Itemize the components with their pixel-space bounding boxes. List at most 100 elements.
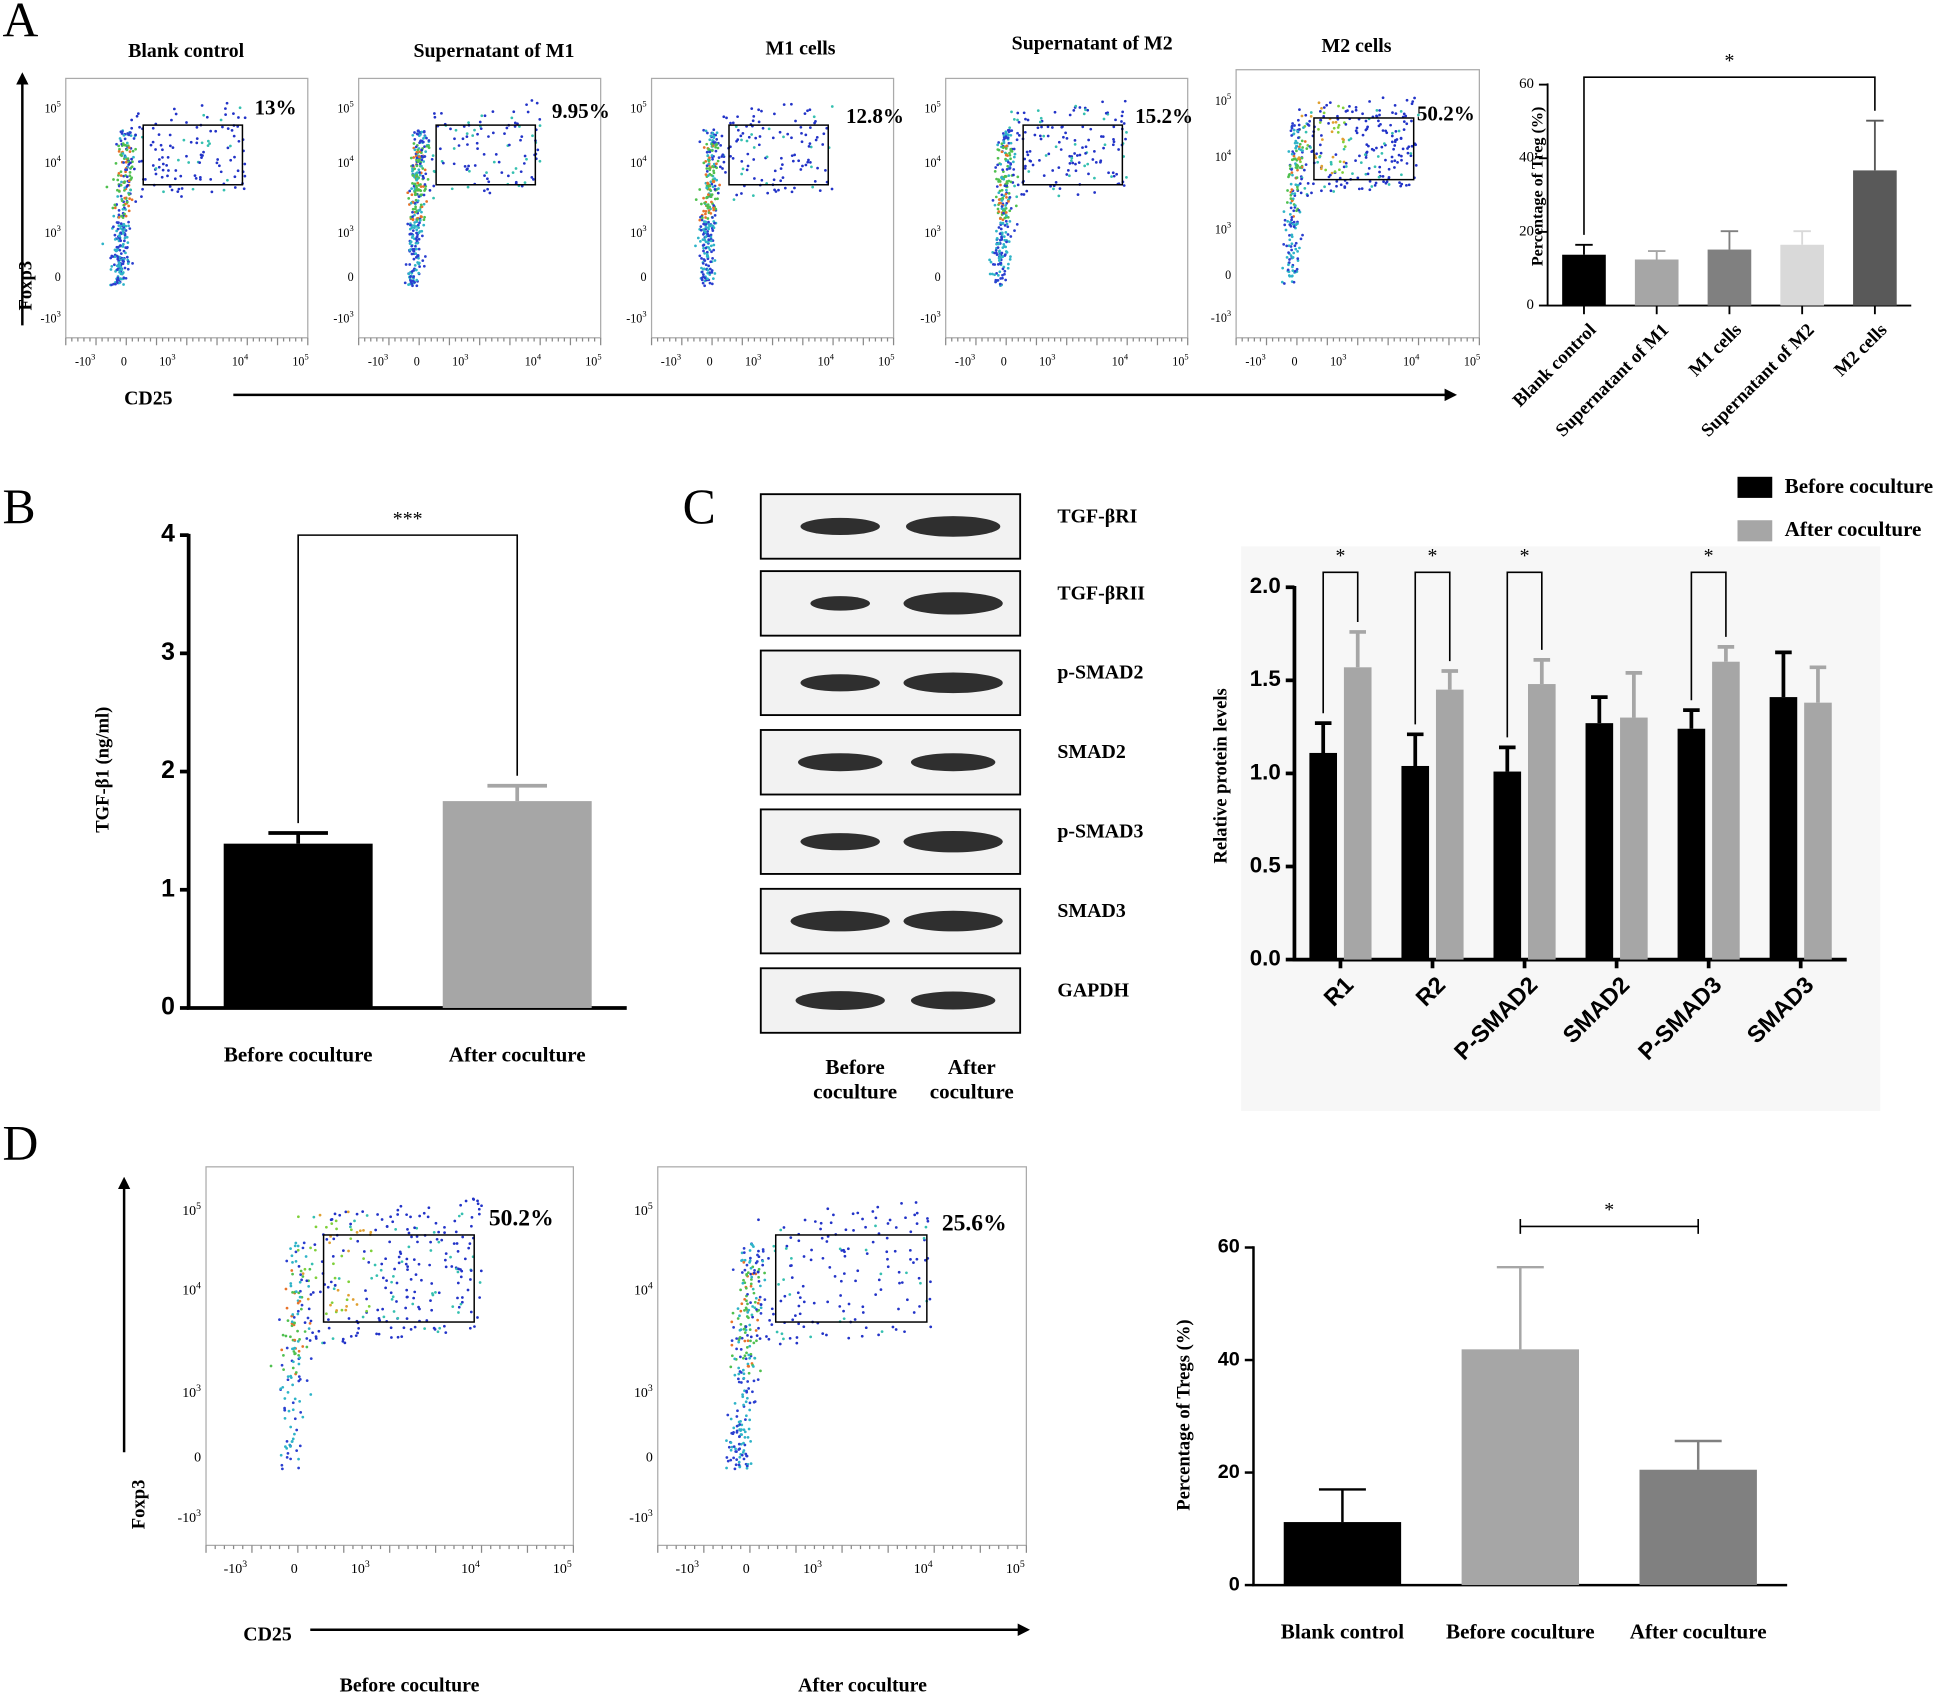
event-dot [443,1225,446,1229]
event-dot [1392,147,1395,151]
event-dot [874,1293,878,1296]
event-dot [376,1308,380,1312]
event-dot [1099,160,1102,164]
event-dot [734,1450,738,1453]
bar [1780,244,1824,306]
tick-base: 10 [1172,354,1184,368]
event-dot [417,1262,421,1266]
event-dot [302,1241,306,1245]
event-dot [739,1328,743,1332]
event-dot [414,207,417,211]
event-dot [131,149,135,153]
event-dot [1290,192,1294,195]
event-dot [999,227,1003,231]
error-bar [1496,1265,1544,1350]
event-dot [852,1228,855,1232]
event-dot [1361,112,1364,116]
event-dot [351,1298,355,1301]
event-dot [407,1231,411,1235]
event-dot [314,1276,318,1280]
event-dot [1318,110,1322,113]
event-dot [714,207,718,211]
event-dot [200,104,204,107]
event-dot [763,1278,767,1282]
event-dot [804,133,808,137]
event-dot [1400,154,1403,158]
event-dot [243,116,247,120]
event-dot [349,1222,352,1226]
event-dot [309,1319,313,1323]
caption: After coculture [798,1674,927,1696]
event-dot [725,116,728,120]
event-dot [215,161,219,165]
event-dot [714,145,717,149]
x-tick-label: Before coculture [223,1042,373,1067]
event-dot [224,107,227,110]
event-dot [1335,179,1339,183]
event-dot [209,129,213,133]
event-dot [443,1231,446,1234]
event-dot [1023,167,1027,170]
event-dot [117,190,121,193]
event-dot [706,193,710,197]
event-dot [429,1299,432,1302]
event-dot [847,1302,851,1306]
event-dot [416,148,420,152]
event-dot [745,1389,748,1393]
event-dot [1007,191,1011,195]
event-dot [1073,143,1077,146]
significance-label: * [1335,545,1345,567]
event-dot [1314,156,1318,160]
event-dot [1295,209,1298,213]
event-dot [1318,121,1322,124]
event-dot [340,1308,344,1312]
event-dot [1023,157,1027,161]
event-dot [406,1227,409,1231]
event-dot [917,1276,921,1280]
event-dot [753,177,756,180]
event-dot [305,1345,309,1349]
event-dot [1073,138,1077,142]
event-dot [998,232,1002,236]
event-dot [479,127,483,131]
event-dot [819,1227,822,1231]
event-dot [729,1365,733,1369]
event-dot [1068,174,1071,178]
panel-label: B [2,479,35,534]
x-tick-label: Blank control [1281,1620,1404,1644]
event-dot [216,158,220,161]
event-dot [830,105,834,108]
event-dot [122,283,125,286]
event-dot [189,140,193,144]
event-dot [1013,152,1017,156]
event-dot [332,1262,335,1266]
event-dot [361,1210,365,1213]
event-dot [470,1224,473,1228]
event-dot [390,1297,394,1301]
event-dot [825,1240,829,1243]
event-dot [1294,139,1298,143]
event-dot [812,115,816,119]
tick-exponent: 4 [475,1559,480,1570]
event-dot [279,1453,283,1457]
event-dot [767,1337,771,1341]
event-dot [117,261,121,264]
event-dot [342,1249,345,1252]
event-dot [444,1252,448,1255]
tick-base: 10 [914,1562,928,1577]
event-dot [514,181,518,185]
event-dot [1292,225,1296,229]
event-dot [173,177,177,181]
event-dot [745,1273,749,1277]
error-bar [1499,745,1516,772]
event-dot [151,140,155,144]
event-dot [413,137,417,141]
event-dot [1042,174,1046,177]
event-dot [507,143,511,147]
event-dot [1000,199,1004,202]
event-dot [1008,167,1012,170]
event-dot [413,1325,417,1329]
event-dot [737,1442,741,1446]
event-dot [810,165,813,169]
event-dot [296,1248,300,1252]
